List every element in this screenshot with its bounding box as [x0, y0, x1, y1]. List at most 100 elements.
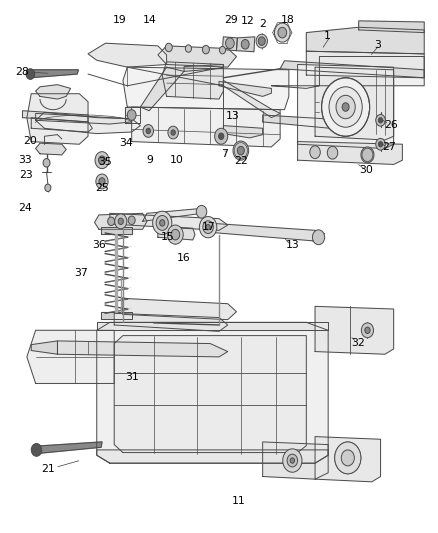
- Circle shape: [376, 115, 385, 126]
- Polygon shape: [315, 67, 394, 140]
- Text: 31: 31: [125, 372, 138, 382]
- Circle shape: [219, 46, 226, 54]
- Circle shape: [365, 327, 370, 334]
- Polygon shape: [22, 111, 88, 122]
- Polygon shape: [123, 298, 237, 320]
- Polygon shape: [223, 126, 263, 138]
- Circle shape: [199, 216, 217, 238]
- Circle shape: [108, 217, 115, 225]
- Polygon shape: [35, 143, 66, 155]
- Polygon shape: [35, 442, 102, 454]
- Text: 10: 10: [170, 155, 184, 165]
- Polygon shape: [110, 213, 228, 230]
- Circle shape: [376, 139, 385, 150]
- Circle shape: [226, 38, 234, 49]
- Circle shape: [185, 45, 191, 52]
- Circle shape: [143, 125, 153, 138]
- Circle shape: [378, 118, 383, 123]
- Circle shape: [378, 142, 383, 147]
- Circle shape: [321, 78, 370, 136]
- Polygon shape: [29, 70, 78, 78]
- Circle shape: [26, 69, 35, 79]
- Text: 13: 13: [286, 240, 299, 250]
- Polygon shape: [31, 118, 92, 132]
- Circle shape: [202, 45, 209, 54]
- Text: 7: 7: [221, 149, 228, 159]
- Polygon shape: [297, 64, 394, 149]
- Circle shape: [171, 229, 180, 240]
- Polygon shape: [315, 437, 381, 482]
- Text: 1: 1: [324, 31, 331, 42]
- Circle shape: [219, 133, 224, 140]
- Circle shape: [206, 224, 210, 230]
- Polygon shape: [101, 312, 132, 319]
- Circle shape: [99, 177, 105, 185]
- Text: 20: 20: [23, 135, 37, 146]
- Text: 13: 13: [226, 110, 240, 120]
- Circle shape: [361, 323, 374, 338]
- Circle shape: [203, 221, 213, 233]
- Polygon shape: [125, 107, 140, 123]
- Circle shape: [342, 103, 349, 111]
- Circle shape: [156, 215, 168, 230]
- Text: 24: 24: [18, 203, 32, 213]
- Polygon shape: [306, 51, 424, 78]
- Text: 37: 37: [74, 268, 88, 278]
- Text: 34: 34: [120, 138, 133, 148]
- Text: 36: 36: [92, 240, 106, 250]
- Text: 9: 9: [147, 155, 153, 165]
- Circle shape: [95, 152, 109, 168]
- Circle shape: [310, 146, 320, 159]
- Polygon shape: [132, 107, 280, 147]
- Circle shape: [290, 458, 294, 463]
- Text: 17: 17: [202, 222, 216, 232]
- Polygon shape: [272, 56, 424, 88]
- Circle shape: [278, 27, 287, 38]
- Circle shape: [45, 184, 51, 191]
- Text: 15: 15: [161, 232, 175, 242]
- Circle shape: [233, 141, 249, 160]
- Polygon shape: [158, 226, 195, 240]
- Polygon shape: [57, 341, 228, 357]
- Circle shape: [168, 126, 178, 139]
- Text: 28: 28: [15, 67, 28, 77]
- Circle shape: [152, 211, 172, 235]
- Polygon shape: [206, 223, 324, 241]
- Circle shape: [99, 156, 106, 165]
- Circle shape: [283, 449, 302, 472]
- Text: 33: 33: [19, 155, 32, 165]
- Polygon shape: [223, 80, 280, 118]
- Polygon shape: [306, 27, 424, 54]
- Polygon shape: [97, 322, 328, 330]
- Text: 25: 25: [95, 183, 109, 193]
- Text: 16: 16: [177, 253, 190, 263]
- Circle shape: [146, 128, 150, 134]
- Polygon shape: [263, 115, 350, 130]
- Polygon shape: [297, 142, 403, 165]
- Circle shape: [167, 225, 183, 244]
- Polygon shape: [35, 112, 141, 134]
- Text: 19: 19: [113, 15, 126, 25]
- Polygon shape: [263, 442, 328, 479]
- Polygon shape: [88, 43, 166, 67]
- Text: 12: 12: [240, 17, 254, 27]
- Circle shape: [361, 147, 374, 163]
- Polygon shape: [143, 208, 206, 221]
- Text: 27: 27: [382, 142, 396, 152]
- Polygon shape: [97, 450, 328, 463]
- Polygon shape: [35, 85, 71, 99]
- Circle shape: [115, 214, 127, 229]
- Circle shape: [312, 230, 325, 245]
- Circle shape: [43, 159, 50, 167]
- Text: 3: 3: [374, 40, 381, 50]
- Text: 35: 35: [99, 157, 113, 167]
- Text: 30: 30: [360, 165, 374, 175]
- Polygon shape: [158, 46, 237, 67]
- Text: 18: 18: [281, 15, 295, 25]
- Circle shape: [329, 87, 362, 127]
- Circle shape: [127, 110, 136, 120]
- Circle shape: [31, 443, 42, 456]
- Polygon shape: [27, 330, 114, 383]
- Text: 23: 23: [19, 170, 32, 180]
- Polygon shape: [27, 94, 88, 144]
